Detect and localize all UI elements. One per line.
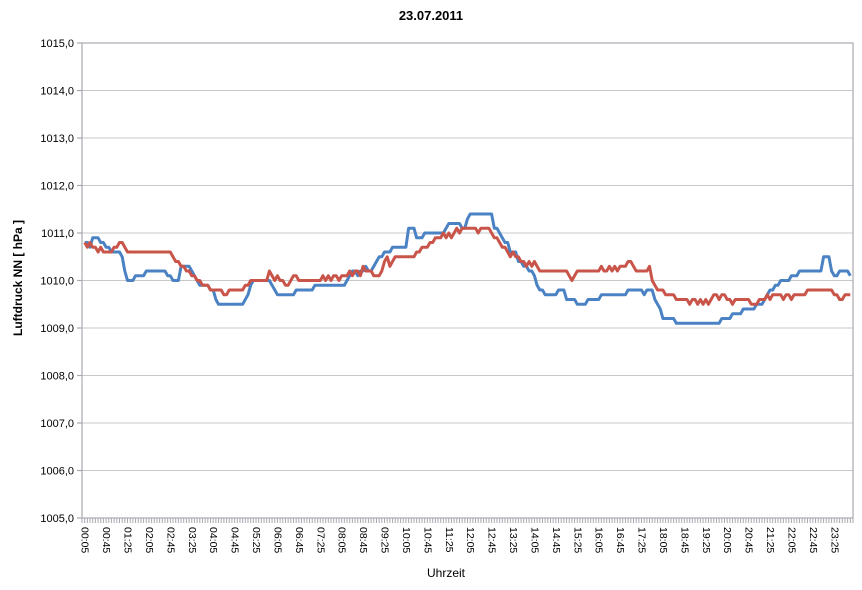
chart-title: 23.07.2011 (398, 8, 464, 23)
x-tick-label: 00:45 (100, 527, 112, 553)
x-tick-label: 08:45 (357, 527, 369, 553)
x-tick-label: 10:05 (400, 527, 412, 553)
y-tick-label: 1011,0 (41, 228, 74, 240)
x-tick-label: 09:25 (379, 527, 391, 553)
x-tick-label: 00:05 (79, 527, 91, 553)
x-tick-label: 23:25 (828, 527, 840, 553)
x-tick-label: 16:05 (593, 527, 605, 553)
y-tick-label: 1010,0 (40, 276, 74, 288)
x-tick-label: 15:25 (571, 527, 583, 553)
x-tick-label: 04:45 (229, 527, 241, 553)
x-tick-label: 14:05 (528, 527, 540, 553)
x-tick-label: 12:45 (486, 527, 498, 553)
x-tick-label: 05:25 (250, 527, 262, 553)
x-tick-label: 04:05 (207, 527, 219, 553)
x-tick-label: 11:25 (443, 527, 455, 553)
y-tick-label: 1013,0 (40, 133, 74, 145)
y-tick-label: 1015,0 (40, 38, 74, 50)
y-tick-label: 1005,0 (40, 513, 74, 525)
x-tick-label: 03:25 (186, 527, 198, 553)
x-tick-label: 02:05 (143, 527, 155, 553)
x-axis-title: Uhrzeit (426, 566, 466, 580)
x-tick-label: 01:25 (122, 527, 134, 553)
y-tick-label: 1012,0 (40, 181, 74, 193)
x-tick-label: 18:45 (678, 527, 690, 553)
pressure-series-red (83, 226, 851, 306)
y-tick-label: 1008,0 (40, 371, 74, 383)
x-tick-label: 06:05 (271, 527, 283, 553)
x-tick-label: 14:45 (550, 527, 562, 553)
y-tick-label: 1007,0 (40, 418, 74, 430)
pressure-series-blue (84, 212, 852, 325)
x-tick-label: 22:05 (785, 527, 797, 553)
x-tick-label: 13:25 (507, 527, 519, 553)
x-tick-label: 02:45 (164, 527, 176, 553)
x-tick-label: 21:25 (764, 527, 776, 553)
x-tick-label: 20:45 (743, 527, 755, 553)
y-tick-label: 1006,0 (40, 466, 74, 478)
x-tick-label: 19:25 (700, 527, 712, 553)
y-tick-label: 1014,0 (40, 86, 74, 98)
x-tick-label: 07:25 (314, 527, 326, 553)
x-tick-label: 16:45 (614, 527, 626, 553)
x-tick-label: 08:05 (336, 527, 348, 553)
x-tick-label: 20:05 (721, 527, 733, 553)
x-tick-label: 18:05 (657, 527, 669, 553)
x-tick-label: 06:45 (293, 527, 305, 553)
x-tick-label: 17:25 (636, 527, 648, 553)
y-tick-label: 1009,0 (40, 323, 74, 335)
x-tick-label: 12:05 (464, 527, 476, 553)
x-tick-label: 10:45 (421, 527, 433, 553)
x-tick-label: 22:45 (807, 527, 819, 553)
